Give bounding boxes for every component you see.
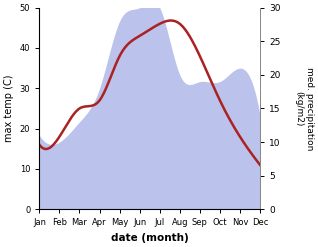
Y-axis label: med. precipitation
(kg/m2): med. precipitation (kg/m2) (294, 67, 314, 150)
Y-axis label: max temp (C): max temp (C) (4, 75, 14, 142)
X-axis label: date (month): date (month) (111, 233, 189, 243)
